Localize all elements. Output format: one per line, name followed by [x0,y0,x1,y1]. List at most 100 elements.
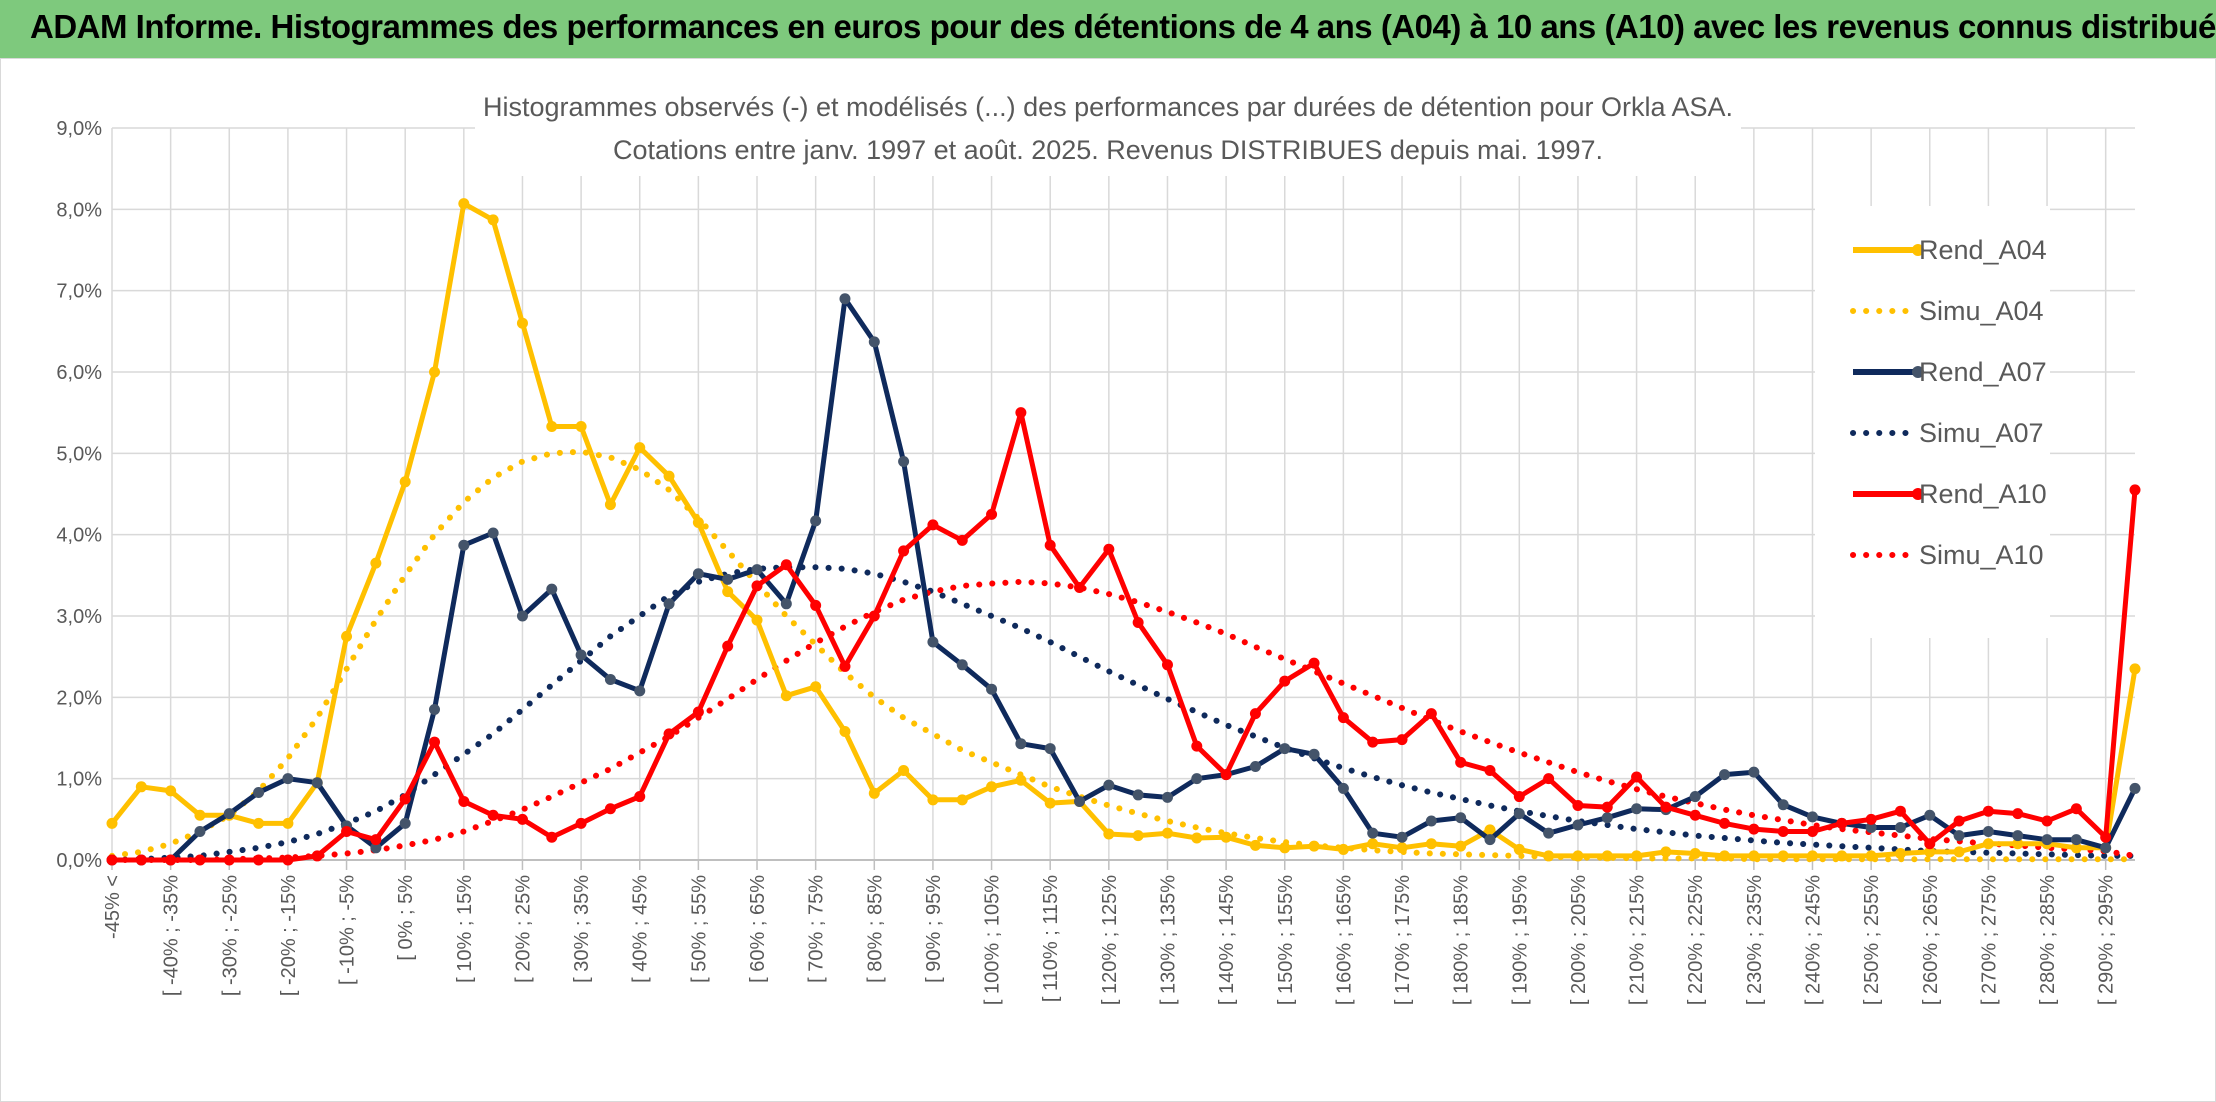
data-point [311,777,323,789]
data-point [868,787,880,799]
data-point [516,813,528,825]
legend-marker [1912,488,1924,500]
data-point [516,610,528,622]
data-point [780,598,792,610]
data-point [1425,708,1437,720]
data-point [341,826,353,838]
chart-title: Histogrammes observés (-) et modélisés (… [483,92,1733,122]
data-point [399,793,411,805]
x-tick-label: [ 260% ; 265% [1920,875,1942,1005]
data-point [253,817,265,829]
data-point [898,765,910,777]
x-tick-label: [ 140% ; 145% [1216,875,1238,1005]
legend-marker [1912,244,1924,256]
data-point [1572,800,1584,812]
data-point [487,214,499,226]
data-point [1719,769,1731,781]
data-point [1249,760,1261,772]
data-point [223,854,235,866]
data-point [1513,843,1525,855]
data-point [194,854,206,866]
data-point [429,366,441,378]
x-tick-label: [ 160% ; 165% [1333,875,1355,1005]
data-point [604,499,616,511]
data-point [780,690,792,702]
data-point [2070,803,2082,815]
data-point [370,834,382,846]
series-simu-a07 [109,564,2138,863]
data-point [2012,830,2024,842]
data-point [2100,831,2112,843]
data-point [1337,782,1349,794]
data-point [1425,815,1437,827]
data-point [575,817,587,829]
data-point [1806,826,1818,838]
data-point [1015,774,1027,786]
data-point [839,660,851,672]
data-point [1777,799,1789,811]
data-point [399,817,411,829]
data-point [1865,813,1877,825]
data-point [780,559,792,571]
data-point [1191,773,1203,785]
data-point [1513,791,1525,803]
data-point [1279,842,1291,854]
x-tick-label: [ 80% ; 85% [864,875,886,983]
data-point [1367,838,1379,850]
data-point [1132,830,1144,842]
data-point [1777,826,1789,838]
x-tick-label: [ 50% ; 55% [688,875,710,983]
data-point [868,336,880,348]
data-point [1132,617,1144,629]
data-point [1894,821,1906,833]
data-point [458,539,470,551]
x-tick-label: [ 110% ; 115% [1040,875,1062,1002]
data-point [546,831,558,843]
data-point [487,527,499,539]
page-title: ADAM Informe. Histogrammes des performan… [30,8,2216,45]
legend-label: Rend_A10 [1919,479,2047,509]
data-point [1396,734,1408,746]
data-point [1396,842,1408,854]
data-point [1367,736,1379,748]
data-point [1806,850,1818,862]
series-simu-a04 [109,448,2138,863]
data-point [1689,791,1701,803]
x-tick-label: [ 240% ; 245% [1802,875,1824,1005]
data-point [2129,663,2141,675]
header-bar: ADAM Informe. Histogrammes des performan… [0,0,2216,58]
data-point [1689,847,1701,859]
data-point [1513,808,1525,820]
data-point [1982,826,1994,838]
data-point [810,515,822,527]
legend-item: Rend_A07 [1853,357,2047,387]
legend-label: Rend_A07 [1919,357,2047,387]
data-point [868,610,880,622]
x-tick-label: [ 60% ; 65% [747,875,769,983]
data-point [575,420,587,432]
y-tick-label: 5,0% [56,443,102,465]
data-point [1044,797,1056,809]
data-point [1631,803,1643,815]
data-point [458,198,470,210]
data-point [986,781,998,793]
series-line [112,410,2138,863]
data-point [839,293,851,305]
data-point [1044,539,1056,551]
data-point [1484,824,1496,836]
data-point [487,809,499,821]
x-tick-label: [ 170% ; 175% [1392,875,1414,1005]
series-line [109,564,2138,863]
data-point [1308,840,1320,852]
data-point [634,442,646,454]
data-point [1924,838,1936,850]
data-point [1894,847,1906,859]
data-point [1689,809,1701,821]
data-point [927,636,939,648]
data-point [1103,543,1115,555]
legend: Rend_A04 Simu_A04 Rend_A07 Simu_A07 Rend_A10… [1815,206,2050,638]
data-point [1191,740,1203,752]
data-point [223,808,235,820]
data-point [516,317,528,329]
data-point [1220,769,1232,781]
